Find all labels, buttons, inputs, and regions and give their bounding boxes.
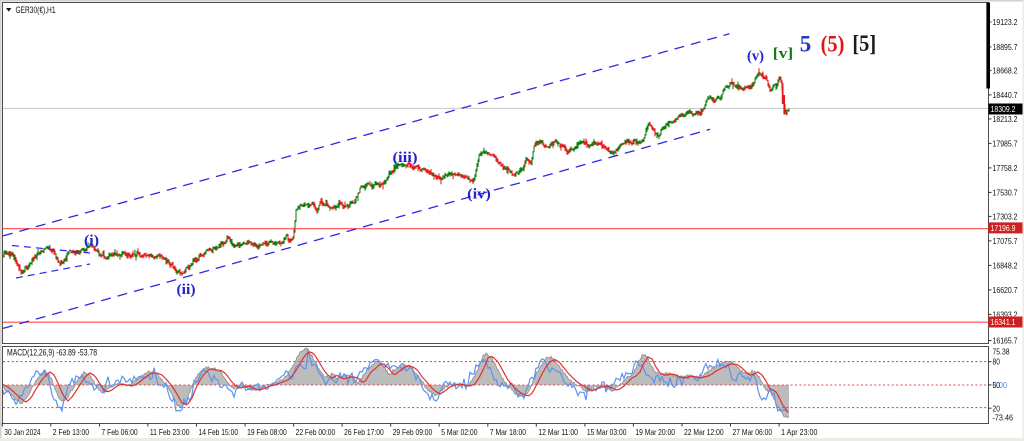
svg-text:12 Mar 11:00: 12 Mar 11:00 bbox=[538, 427, 578, 437]
svg-text:(5): (5) bbox=[821, 32, 845, 57]
svg-text:16341.1: 16341.1 bbox=[991, 317, 1016, 327]
svg-text:19 Mar 20:00: 19 Mar 20:00 bbox=[635, 427, 675, 437]
svg-text:2 Feb 13:00: 2 Feb 13:00 bbox=[53, 427, 89, 437]
svg-text:18895.7: 18895.7 bbox=[993, 42, 1018, 52]
svg-text:22 Mar 12:00: 22 Mar 12:00 bbox=[684, 427, 724, 437]
svg-text:30 Jan 2024: 30 Jan 2024 bbox=[4, 427, 40, 437]
svg-text:75.38: 75.38 bbox=[993, 347, 1010, 357]
svg-text:15 Mar 03:00: 15 Mar 03:00 bbox=[587, 427, 627, 437]
svg-text:17758.2: 17758.2 bbox=[993, 163, 1018, 173]
svg-text:(v): (v) bbox=[747, 49, 764, 65]
svg-text:(iv): (iv) bbox=[467, 187, 491, 203]
svg-text:18213.2: 18213.2 bbox=[993, 114, 1018, 124]
svg-text:17985.7: 17985.7 bbox=[993, 139, 1018, 149]
svg-text:1 Apr 23:00: 1 Apr 23:00 bbox=[781, 427, 817, 437]
svg-text:17530.7: 17530.7 bbox=[993, 188, 1018, 198]
svg-text:80: 80 bbox=[993, 357, 1001, 367]
svg-text:MACD(12,26,9) -63.89 -53.78: MACD(12,26,9) -63.89 -53.78 bbox=[7, 347, 97, 357]
svg-text:22 Feb 00:00: 22 Feb 00:00 bbox=[296, 427, 336, 437]
svg-text:29 Feb 09:00: 29 Feb 09:00 bbox=[393, 427, 433, 437]
svg-text:18668.2: 18668.2 bbox=[993, 66, 1018, 76]
svg-text:18440.7: 18440.7 bbox=[993, 90, 1018, 100]
svg-text:19 Feb 08:00: 19 Feb 08:00 bbox=[247, 427, 287, 437]
svg-text:(ii): (ii) bbox=[177, 282, 196, 298]
svg-text:19123.2: 19123.2 bbox=[993, 17, 1018, 27]
svg-text:14 Feb 15:00: 14 Feb 15:00 bbox=[199, 427, 239, 437]
svg-text:17196.9: 17196.9 bbox=[991, 223, 1016, 233]
svg-text:5: 5 bbox=[800, 32, 812, 57]
svg-text:11 Feb 23:00: 11 Feb 23:00 bbox=[150, 427, 190, 437]
svg-text:16848.2: 16848.2 bbox=[993, 261, 1018, 271]
svg-text:20: 20 bbox=[993, 403, 1001, 413]
svg-text:[5]: [5] bbox=[852, 31, 876, 56]
svg-text:0.00: 0.00 bbox=[993, 380, 1008, 390]
svg-text:(i): (i) bbox=[84, 233, 99, 249]
svg-text:5 Mar 02:00: 5 Mar 02:00 bbox=[441, 427, 477, 437]
svg-text:16620.7: 16620.7 bbox=[993, 285, 1018, 295]
svg-text:GER30(€),H1: GER30(€),H1 bbox=[16, 5, 56, 15]
svg-text:26 Feb 17:00: 26 Feb 17:00 bbox=[344, 427, 384, 437]
svg-text:(iii): (iii) bbox=[393, 150, 418, 166]
svg-text:27 Mar 06:00: 27 Mar 06:00 bbox=[733, 427, 773, 437]
svg-text:-73.46: -73.46 bbox=[993, 412, 1014, 422]
svg-text:16393.2: 16393.2 bbox=[993, 310, 1018, 320]
svg-text:[v]: [v] bbox=[773, 46, 793, 62]
svg-text:17075.7: 17075.7 bbox=[993, 236, 1018, 246]
svg-text:7 Mar 18:00: 7 Mar 18:00 bbox=[490, 427, 526, 437]
svg-text:50: 50 bbox=[993, 380, 1001, 390]
svg-text:7 Feb 06:00: 7 Feb 06:00 bbox=[101, 427, 137, 437]
svg-text:17303.2: 17303.2 bbox=[993, 212, 1018, 222]
svg-text:16165.7: 16165.7 bbox=[993, 336, 1018, 346]
svg-text:18309.2: 18309.2 bbox=[991, 104, 1016, 114]
